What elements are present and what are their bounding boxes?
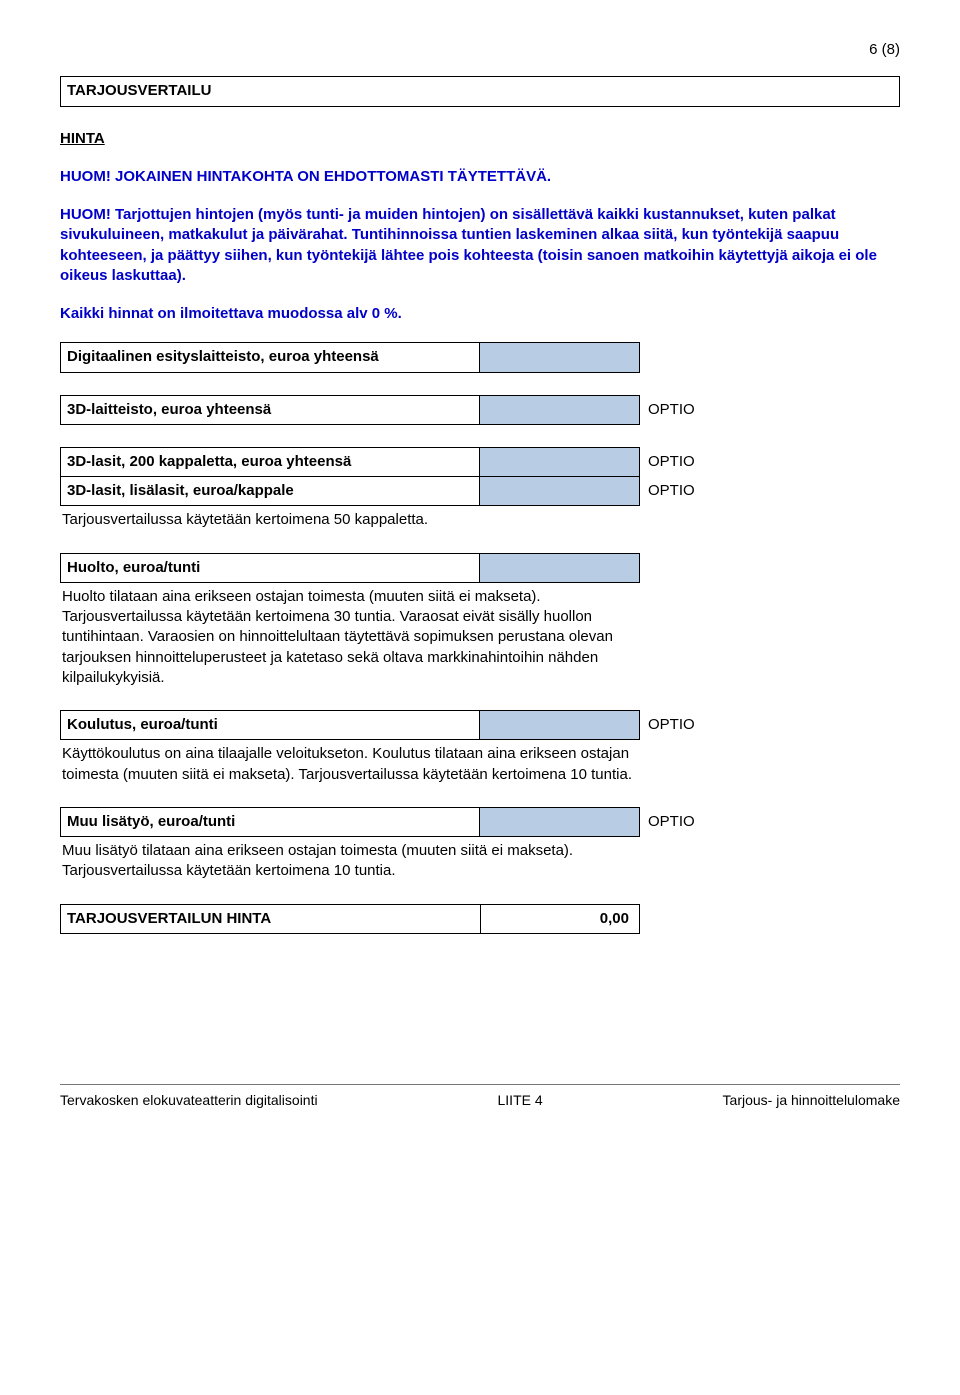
footer-right: Tarjous- ja hinnoittelulomake: [723, 1091, 900, 1110]
notice-3: Kaikki hinnat on ilmoitettava muodossa a…: [60, 304, 900, 324]
label-huolto: Huolto, euroa/tunti: [60, 553, 480, 583]
title-box: TARJOUSVERTAILU: [60, 76, 900, 106]
optio-3d-equipment: OPTIO: [640, 396, 703, 424]
footer-center: LIITE 4: [498, 1091, 543, 1110]
row-total: TARJOUSVERTAILUN HINTA 0,00: [60, 904, 640, 934]
input-glasses-200[interactable]: [480, 447, 640, 477]
note-koulutus: Käyttökoulutus on aina tilaajalle veloit…: [62, 744, 662, 785]
price-heading: HINTA: [60, 129, 900, 149]
row-muu: Muu lisätyö, euroa/tunti OPTIO: [60, 807, 900, 837]
footer: Tervakosken elokuvateatterin digitalisoi…: [60, 1084, 900, 1110]
note-muu: Muu lisätyö tilataan aina erikseen ostaj…: [62, 841, 662, 882]
optio-koulutus: OPTIO: [640, 711, 703, 739]
label-koulutus: Koulutus, euroa/tunti: [60, 710, 480, 740]
optio-glasses-200: OPTIO: [640, 448, 703, 476]
row-glasses-200: 3D-lasit, 200 kappaletta, euroa yhteensä…: [60, 447, 900, 477]
label-glasses-extra: 3D-lasit, lisälasit, euroa/kappale: [60, 476, 480, 506]
input-glasses-extra[interactable]: [480, 476, 640, 506]
input-huolto[interactable]: [480, 553, 640, 583]
note-huolto: Huolto tilataan aina erikseen ostajan to…: [62, 587, 662, 688]
row-koulutus: Koulutus, euroa/tunti OPTIO: [60, 710, 900, 740]
notice-1: HUOM! JOKAINEN HINTAKOHTA ON EHDOTTOMAST…: [60, 167, 900, 187]
label-total: TARJOUSVERTAILUN HINTA: [61, 905, 481, 933]
input-3d-equipment[interactable]: [480, 395, 640, 425]
note-glasses: Tarjousvertailussa käytetään kertoimena …: [62, 510, 662, 530]
label-3d-equipment: 3D-laitteisto, euroa yhteensä: [60, 395, 480, 425]
input-digital[interactable]: [480, 342, 640, 372]
row-huolto: Huolto, euroa/tunti: [60, 553, 900, 583]
label-muu: Muu lisätyö, euroa/tunti: [60, 807, 480, 837]
row-digital: Digitaalinen esityslaitteisto, euroa yht…: [60, 342, 900, 372]
label-digital: Digitaalinen esityslaitteisto, euroa yht…: [60, 342, 480, 372]
value-total: 0,00: [481, 905, 639, 933]
label-glasses-200: 3D-lasit, 200 kappaletta, euroa yhteensä: [60, 447, 480, 477]
input-muu[interactable]: [480, 807, 640, 837]
input-koulutus[interactable]: [480, 710, 640, 740]
row-3d-equipment: 3D-laitteisto, euroa yhteensä OPTIO: [60, 395, 900, 425]
optio-glasses-extra: OPTIO: [640, 477, 703, 505]
notice-2: HUOM! Tarjottujen hintojen (myös tunti- …: [60, 205, 900, 286]
footer-left: Tervakosken elokuvateatterin digitalisoi…: [60, 1091, 318, 1110]
optio-muu: OPTIO: [640, 808, 703, 836]
row-glasses-extra: 3D-lasit, lisälasit, euroa/kappale OPTIO: [60, 476, 900, 506]
page-number: 6 (8): [60, 40, 900, 60]
